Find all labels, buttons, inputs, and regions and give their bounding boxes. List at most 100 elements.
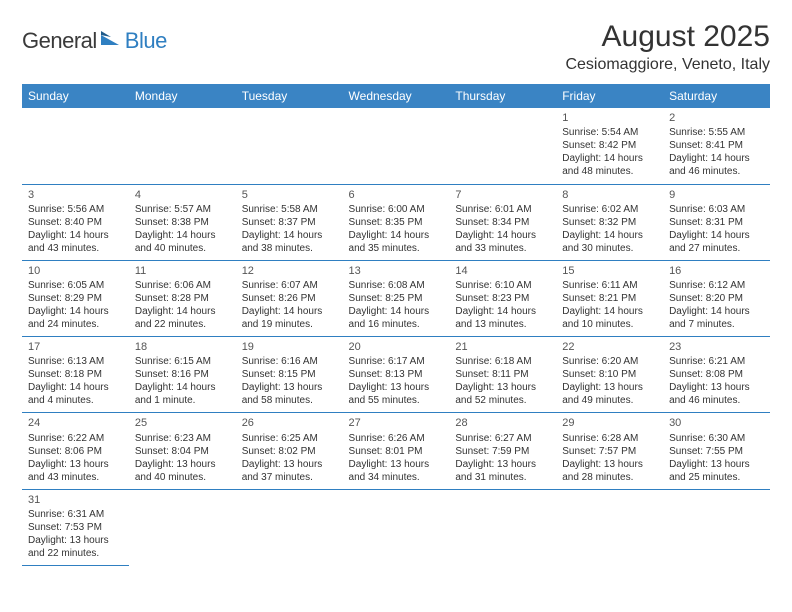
daylight-text: and 38 minutes. bbox=[242, 242, 337, 255]
sunset-text: Sunset: 8:26 PM bbox=[242, 292, 337, 305]
calendar-cell-empty bbox=[556, 489, 663, 565]
daylight-text: Daylight: 13 hours bbox=[455, 381, 550, 394]
sunset-text: Sunset: 8:40 PM bbox=[28, 216, 123, 229]
sunset-text: Sunset: 8:23 PM bbox=[455, 292, 550, 305]
calendar-cell: 19Sunrise: 6:16 AMSunset: 8:15 PMDayligh… bbox=[236, 337, 343, 413]
day-number: 29 bbox=[562, 416, 657, 430]
daylight-text: Daylight: 14 hours bbox=[669, 152, 764, 165]
sunrise-text: Sunrise: 6:28 AM bbox=[562, 432, 657, 445]
calendar-cell-empty bbox=[343, 489, 450, 565]
daylight-text: Daylight: 14 hours bbox=[135, 229, 230, 242]
day-number: 17 bbox=[28, 340, 123, 354]
sunrise-text: Sunrise: 6:22 AM bbox=[28, 432, 123, 445]
calendar-cell: 20Sunrise: 6:17 AMSunset: 8:13 PMDayligh… bbox=[343, 337, 450, 413]
calendar-cell: 1Sunrise: 5:54 AMSunset: 8:42 PMDaylight… bbox=[556, 108, 663, 184]
daylight-text: and 4 minutes. bbox=[28, 394, 123, 407]
sunrise-text: Sunrise: 6:00 AM bbox=[349, 203, 444, 216]
day-number: 18 bbox=[135, 340, 230, 354]
daylight-text: Daylight: 14 hours bbox=[242, 305, 337, 318]
day-number: 5 bbox=[242, 188, 337, 202]
sunset-text: Sunset: 8:42 PM bbox=[562, 139, 657, 152]
calendar-row: 3Sunrise: 5:56 AMSunset: 8:40 PMDaylight… bbox=[22, 184, 770, 260]
calendar-cell: 15Sunrise: 6:11 AMSunset: 8:21 PMDayligh… bbox=[556, 260, 663, 336]
calendar-row: 31Sunrise: 6:31 AMSunset: 7:53 PMDayligh… bbox=[22, 489, 770, 565]
daylight-text: Daylight: 14 hours bbox=[28, 305, 123, 318]
calendar-row: 17Sunrise: 6:13 AMSunset: 8:18 PMDayligh… bbox=[22, 337, 770, 413]
calendar-cell: 10Sunrise: 6:05 AMSunset: 8:29 PMDayligh… bbox=[22, 260, 129, 336]
day-number: 25 bbox=[135, 416, 230, 430]
calendar-cell: 5Sunrise: 5:58 AMSunset: 8:37 PMDaylight… bbox=[236, 184, 343, 260]
sunrise-text: Sunrise: 6:08 AM bbox=[349, 279, 444, 292]
daylight-text: Daylight: 14 hours bbox=[135, 305, 230, 318]
sunrise-text: Sunrise: 6:11 AM bbox=[562, 279, 657, 292]
month-title: August 2025 bbox=[565, 20, 770, 54]
daylight-text: and 30 minutes. bbox=[562, 242, 657, 255]
sunrise-text: Sunrise: 6:12 AM bbox=[669, 279, 764, 292]
daylight-text: Daylight: 14 hours bbox=[669, 305, 764, 318]
weekday-header: Tuesday bbox=[236, 84, 343, 108]
sunrise-text: Sunrise: 6:01 AM bbox=[455, 203, 550, 216]
day-number: 28 bbox=[455, 416, 550, 430]
daylight-text: Daylight: 14 hours bbox=[455, 305, 550, 318]
sunrise-text: Sunrise: 6:13 AM bbox=[28, 355, 123, 368]
sunrise-text: Sunrise: 6:17 AM bbox=[349, 355, 444, 368]
day-number: 19 bbox=[242, 340, 337, 354]
day-number: 7 bbox=[455, 188, 550, 202]
calendar-table: SundayMondayTuesdayWednesdayThursdayFrid… bbox=[22, 84, 770, 566]
logo-flag-icon bbox=[101, 31, 121, 51]
daylight-text: and 40 minutes. bbox=[135, 242, 230, 255]
calendar-cell: 23Sunrise: 6:21 AMSunset: 8:08 PMDayligh… bbox=[663, 337, 770, 413]
daylight-text: and 58 minutes. bbox=[242, 394, 337, 407]
calendar-cell: 9Sunrise: 6:03 AMSunset: 8:31 PMDaylight… bbox=[663, 184, 770, 260]
sunrise-text: Sunrise: 5:54 AM bbox=[562, 126, 657, 139]
daylight-text: and 7 minutes. bbox=[669, 318, 764, 331]
sunset-text: Sunset: 8:11 PM bbox=[455, 368, 550, 381]
sunset-text: Sunset: 8:15 PM bbox=[242, 368, 337, 381]
sunrise-text: Sunrise: 6:26 AM bbox=[349, 432, 444, 445]
calendar-cell-empty bbox=[236, 108, 343, 184]
daylight-text: Daylight: 13 hours bbox=[28, 458, 123, 471]
calendar-cell: 25Sunrise: 6:23 AMSunset: 8:04 PMDayligh… bbox=[129, 413, 236, 489]
day-number: 31 bbox=[28, 493, 123, 507]
day-number: 8 bbox=[562, 188, 657, 202]
daylight-text: and 46 minutes. bbox=[669, 394, 764, 407]
sunrise-text: Sunrise: 6:06 AM bbox=[135, 279, 230, 292]
daylight-text: Daylight: 14 hours bbox=[28, 229, 123, 242]
daylight-text: Daylight: 14 hours bbox=[28, 381, 123, 394]
calendar-cell-empty bbox=[22, 108, 129, 184]
daylight-text: and 46 minutes. bbox=[669, 165, 764, 178]
day-number: 22 bbox=[562, 340, 657, 354]
sunset-text: Sunset: 8:29 PM bbox=[28, 292, 123, 305]
sunset-text: Sunset: 8:31 PM bbox=[669, 216, 764, 229]
daylight-text: and 49 minutes. bbox=[562, 394, 657, 407]
sunset-text: Sunset: 8:06 PM bbox=[28, 445, 123, 458]
day-number: 12 bbox=[242, 264, 337, 278]
sunrise-text: Sunrise: 5:55 AM bbox=[669, 126, 764, 139]
day-number: 27 bbox=[349, 416, 444, 430]
day-number: 2 bbox=[669, 111, 764, 125]
day-number: 21 bbox=[455, 340, 550, 354]
calendar-cell-empty bbox=[449, 489, 556, 565]
daylight-text: Daylight: 13 hours bbox=[135, 458, 230, 471]
weekday-header: Sunday bbox=[22, 84, 129, 108]
calendar-cell: 22Sunrise: 6:20 AMSunset: 8:10 PMDayligh… bbox=[556, 337, 663, 413]
calendar-cell: 6Sunrise: 6:00 AMSunset: 8:35 PMDaylight… bbox=[343, 184, 450, 260]
daylight-text: Daylight: 13 hours bbox=[562, 458, 657, 471]
calendar-cell: 18Sunrise: 6:15 AMSunset: 8:16 PMDayligh… bbox=[129, 337, 236, 413]
sunrise-text: Sunrise: 6:31 AM bbox=[28, 508, 123, 521]
daylight-text: and 37 minutes. bbox=[242, 471, 337, 484]
weekday-header: Thursday bbox=[449, 84, 556, 108]
sunset-text: Sunset: 8:01 PM bbox=[349, 445, 444, 458]
sunset-text: Sunset: 8:02 PM bbox=[242, 445, 337, 458]
sunrise-text: Sunrise: 6:27 AM bbox=[455, 432, 550, 445]
daylight-text: Daylight: 13 hours bbox=[349, 458, 444, 471]
day-number: 9 bbox=[669, 188, 764, 202]
logo-text-1: General bbox=[22, 28, 97, 54]
day-number: 11 bbox=[135, 264, 230, 278]
day-number: 24 bbox=[28, 416, 123, 430]
sunrise-text: Sunrise: 5:58 AM bbox=[242, 203, 337, 216]
calendar-cell: 27 Sunrise: 6:26 AMSunset: 8:01 PMDayligh… bbox=[343, 413, 450, 489]
sunset-text: Sunset: 8:16 PM bbox=[135, 368, 230, 381]
calendar-cell: 8Sunrise: 6:02 AMSunset: 8:32 PMDaylight… bbox=[556, 184, 663, 260]
sunset-text: Sunset: 7:57 PM bbox=[562, 445, 657, 458]
